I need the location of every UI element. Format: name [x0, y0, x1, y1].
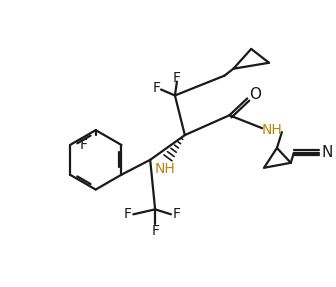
Text: F: F — [151, 224, 159, 238]
Text: O: O — [249, 87, 261, 102]
Text: NH: NH — [155, 162, 175, 176]
Text: NH: NH — [262, 123, 282, 137]
Text: N: N — [322, 146, 333, 160]
Text: F: F — [153, 81, 161, 94]
Text: F: F — [80, 138, 88, 152]
Text: F: F — [123, 207, 131, 221]
Text: F: F — [173, 71, 181, 85]
Text: F: F — [173, 207, 181, 221]
